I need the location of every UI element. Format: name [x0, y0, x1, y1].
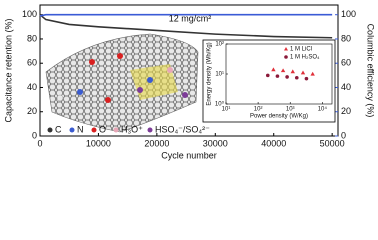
y-tick-label: 10¹ [215, 72, 224, 78]
y2-axis-label: Columbic efficiency (%) [366, 24, 376, 118]
x-tick-label: 40000 [261, 138, 286, 148]
y-tick-label: 60 [27, 58, 37, 68]
data-point [304, 76, 309, 81]
data-point [271, 67, 276, 72]
data-point [300, 70, 306, 75]
x-tick-label: 10⁴ [318, 106, 328, 113]
y2-tick-label: 0 [341, 130, 346, 140]
y-tick-label: 10² [215, 42, 224, 48]
y-tick-label: 0 [32, 130, 37, 140]
x-tick-label: 10³ [286, 107, 295, 113]
data-point [275, 74, 280, 78]
y-tick-label: 10⁰ [215, 101, 225, 108]
x-tick-label: 10000 [86, 138, 111, 148]
graphene-illustration [45, 33, 199, 133]
y-tick-label: 40 [27, 82, 37, 92]
series-line [39, 14, 333, 39]
data-point [280, 68, 286, 73]
legend-label: HSO₄⁻/SO₄²⁻ [155, 124, 210, 134]
legend-label: C [55, 124, 62, 134]
y2-tick-label: 40 [341, 82, 351, 92]
legend-label: H₃O⁺ [121, 124, 143, 134]
legend-swatch [284, 55, 288, 59]
annotation: 12 mg/cm² [169, 13, 212, 23]
series-line [39, 13, 333, 17]
x-tick-label: 0 [37, 138, 42, 148]
x-tick-label: 50000 [320, 138, 345, 148]
x-axis-label: Cycle number [161, 150, 217, 160]
legend-label: N [77, 124, 84, 134]
data-point [310, 71, 315, 76]
x-tick-label: 10² [254, 107, 263, 113]
inset-background [202, 39, 336, 123]
plot-frame [39, 4, 339, 137]
chart: C N O H₃O⁺ HSO₄⁻/SO₄²⁻ 0 10000 20000 30000 4… [3, 4, 376, 160]
data-point [290, 69, 295, 74]
legend-label: 1 M LiCl [290, 47, 312, 53]
data-point [285, 75, 289, 79]
data-point [294, 75, 299, 80]
y-tick-label: 100 [22, 9, 37, 19]
y-tick-label: 80 [27, 33, 37, 43]
y2-tick-label: 80 [341, 33, 351, 43]
legend-swatch [284, 47, 288, 51]
y2-tick-label: 100 [341, 9, 356, 19]
data-point [265, 73, 270, 78]
x-tick-label: 20000 [144, 138, 169, 148]
x-tick-label: 10¹ [222, 107, 231, 113]
y-axis-label: Capacitance retention (%) [3, 18, 13, 122]
x-tick-label: 30000 [203, 138, 228, 148]
y-tick-label: 20 [27, 106, 37, 116]
legend-label: 1 M H₂SO₄ [290, 55, 320, 61]
y2-tick-label: 20 [341, 106, 351, 116]
illustration-legend: C N O H₃O⁺ HSO₄⁻/SO₄²⁻ [47, 124, 210, 134]
x-axis-label: Power density (W/Kg) [250, 114, 308, 120]
y-axis-label: Energy density (Wh/Kg) [207, 42, 213, 105]
y2-tick-label: 60 [341, 58, 351, 68]
legend-label: O [99, 124, 106, 134]
